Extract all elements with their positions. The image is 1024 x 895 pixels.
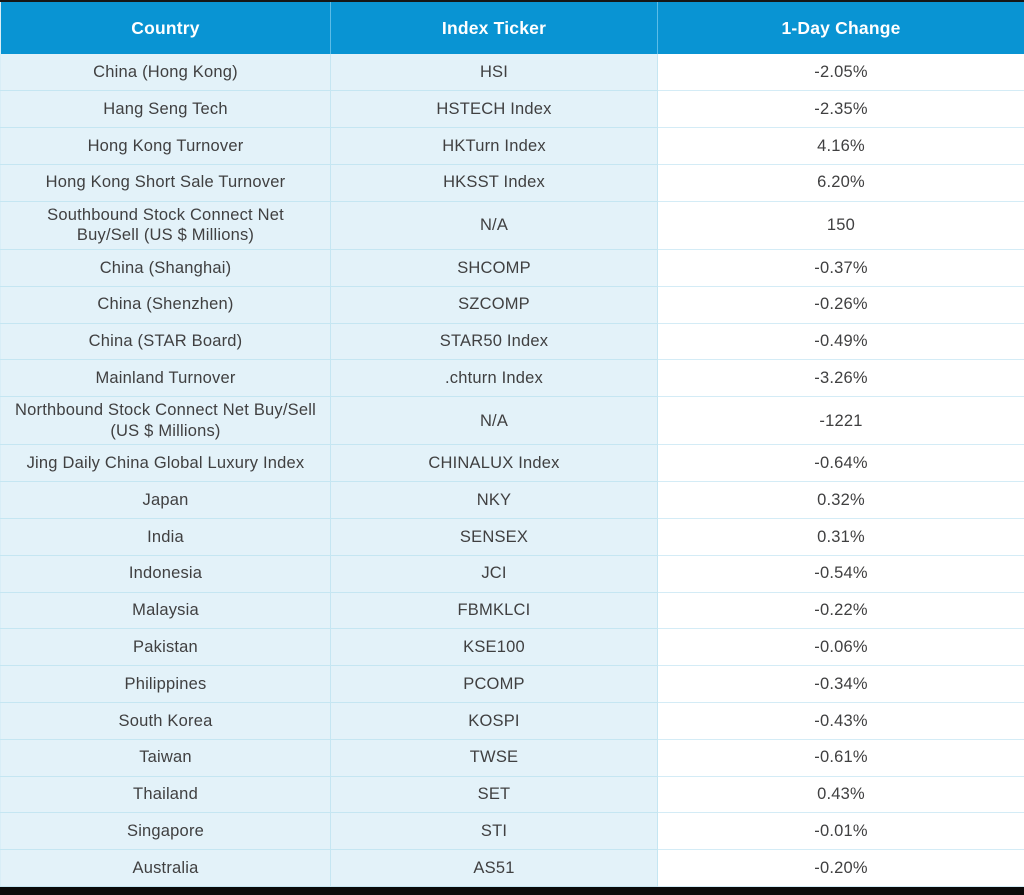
table-row: China (Shanghai) SHCOMP -0.37% xyxy=(0,249,1024,287)
ticker-cell: KOSPI xyxy=(330,702,658,740)
ticker-cell: SHCOMP xyxy=(330,249,658,287)
ticker-cell: FBMKLCI xyxy=(330,592,658,630)
ticker-cell: KSE100 xyxy=(330,628,658,667)
country-cell: Hang Seng Tech xyxy=(0,90,331,129)
ticker-cell: STAR50 Index xyxy=(330,323,658,361)
country-cell: China (STAR Board) xyxy=(0,323,331,361)
ticker-cell: NKY xyxy=(330,481,658,520)
col-header-index-ticker: Index Ticker xyxy=(330,1,658,54)
country-cell: South Korea xyxy=(0,702,331,740)
country-cell: Australia xyxy=(0,849,331,888)
change-cell: 4.16% xyxy=(657,127,1024,165)
table-row: China (Hong Kong) HSI -2.05% xyxy=(0,54,1024,92)
change-cell: -3.26% xyxy=(657,359,1024,398)
country-cell: Singapore xyxy=(0,812,331,851)
table-row: Thailand SET 0.43% xyxy=(0,776,1024,814)
change-cell: -0.43% xyxy=(657,702,1024,740)
table-row: Pakistan KSE100 -0.06% xyxy=(0,628,1024,667)
table-row: Singapore STI -0.01% xyxy=(0,812,1024,851)
ticker-cell: PCOMP xyxy=(330,665,658,704)
table-row: Mainland Turnover .chturn Index -3.26% xyxy=(0,359,1024,398)
change-cell: -0.64% xyxy=(657,444,1024,483)
country-cell: Northbound Stock Connect Net Buy/Sell (U… xyxy=(0,396,331,446)
table-row: South Korea KOSPI -0.43% xyxy=(0,702,1024,740)
change-cell: -0.01% xyxy=(657,812,1024,851)
change-cell: -0.61% xyxy=(657,739,1024,777)
col-header-country: Country xyxy=(0,1,331,54)
country-cell: Philippines xyxy=(0,665,331,704)
change-cell: -0.06% xyxy=(657,628,1024,667)
change-cell: -0.22% xyxy=(657,592,1024,630)
ticker-cell: HKTurn Index xyxy=(330,127,658,165)
table-row: India SENSEX 0.31% xyxy=(0,518,1024,556)
country-cell: Hong Kong Turnover xyxy=(0,127,331,165)
change-cell: 0.31% xyxy=(657,518,1024,556)
ticker-cell: N/A xyxy=(330,396,658,446)
ticker-cell: SENSEX xyxy=(330,518,658,556)
country-cell: Japan xyxy=(0,481,331,520)
change-cell: -2.05% xyxy=(657,54,1024,92)
ticker-cell: HSI xyxy=(330,54,658,92)
table-row: Hong Kong Short Sale Turnover HKSST Inde… xyxy=(0,164,1024,202)
country-cell: Jing Daily China Global Luxury Index xyxy=(0,444,331,483)
country-cell: Pakistan xyxy=(0,628,331,667)
table-row: Philippines PCOMP -0.34% xyxy=(0,665,1024,704)
table-row: Australia AS51 -0.20% xyxy=(0,849,1024,888)
change-cell: -0.26% xyxy=(657,286,1024,324)
ticker-cell: SZCOMP xyxy=(330,286,658,324)
table-row: Hang Seng Tech HSTECH Index -2.35% xyxy=(0,90,1024,129)
change-cell: 0.43% xyxy=(657,776,1024,814)
ticker-cell: SET xyxy=(330,776,658,814)
change-cell: -1221 xyxy=(657,396,1024,446)
change-cell: -0.54% xyxy=(657,555,1024,593)
table-row: Northbound Stock Connect Net Buy/Sell (U… xyxy=(0,396,1024,446)
bottom-black-bar xyxy=(0,887,1024,895)
ticker-cell: TWSE xyxy=(330,739,658,777)
ticker-cell: HSTECH Index xyxy=(330,90,658,129)
country-cell: India xyxy=(0,518,331,556)
change-cell: -0.37% xyxy=(657,249,1024,287)
country-cell: Taiwan xyxy=(0,739,331,777)
change-cell: 0.32% xyxy=(657,481,1024,520)
table-row: Jing Daily China Global Luxury Index CHI… xyxy=(0,444,1024,483)
table-row: China (Shenzhen) SZCOMP -0.26% xyxy=(0,286,1024,324)
change-cell: -0.49% xyxy=(657,323,1024,361)
ticker-cell: JCI xyxy=(330,555,658,593)
country-cell: Southbound Stock Connect Net Buy/Sell (U… xyxy=(0,201,331,250)
ticker-cell: .chturn Index xyxy=(330,359,658,398)
country-cell: Thailand xyxy=(0,776,331,814)
table-row: Taiwan TWSE -0.61% xyxy=(0,739,1024,777)
country-cell: China (Hong Kong) xyxy=(0,54,331,92)
ticker-cell: AS51 xyxy=(330,849,658,888)
change-cell: -0.20% xyxy=(657,849,1024,888)
ticker-cell: STI xyxy=(330,812,658,851)
country-cell: China (Shanghai) xyxy=(0,249,331,287)
table-header: Country Index Ticker 1-Day Change xyxy=(0,1,1024,54)
ticker-cell: CHINALUX Index xyxy=(330,444,658,483)
table-row: China (STAR Board) STAR50 Index -0.49% xyxy=(0,323,1024,361)
change-cell: 6.20% xyxy=(657,164,1024,202)
table-row: Japan NKY 0.32% xyxy=(0,481,1024,520)
col-header-1-day-change: 1-Day Change xyxy=(657,1,1024,54)
table-row: Malaysia FBMKLCI -0.22% xyxy=(0,592,1024,630)
country-cell: Indonesia xyxy=(0,555,331,593)
country-cell: China (Shenzhen) xyxy=(0,286,331,324)
ticker-cell: HKSST Index xyxy=(330,164,658,202)
table-row: Southbound Stock Connect Net Buy/Sell (U… xyxy=(0,201,1024,250)
header-row: Country Index Ticker 1-Day Change xyxy=(0,1,1024,54)
country-cell: Hong Kong Short Sale Turnover xyxy=(0,164,331,202)
change-cell: -2.35% xyxy=(657,90,1024,129)
table-body: China (Hong Kong) HSI -2.05% Hang Seng T… xyxy=(0,54,1024,888)
table-row: Hong Kong Turnover HKTurn Index 4.16% xyxy=(0,127,1024,165)
ticker-cell: N/A xyxy=(330,201,658,250)
change-cell: -0.34% xyxy=(657,665,1024,704)
table-row: Indonesia JCI -0.54% xyxy=(0,555,1024,593)
country-cell: Malaysia xyxy=(0,592,331,630)
change-cell: 150 xyxy=(657,201,1024,250)
country-cell: Mainland Turnover xyxy=(0,359,331,398)
